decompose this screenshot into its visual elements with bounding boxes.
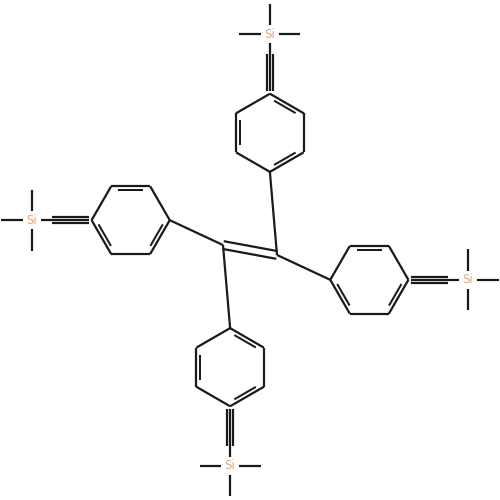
Text: Si: Si — [224, 460, 235, 472]
Text: Si: Si — [26, 214, 38, 226]
Text: Si: Si — [462, 274, 473, 286]
Text: Si: Si — [264, 28, 276, 40]
